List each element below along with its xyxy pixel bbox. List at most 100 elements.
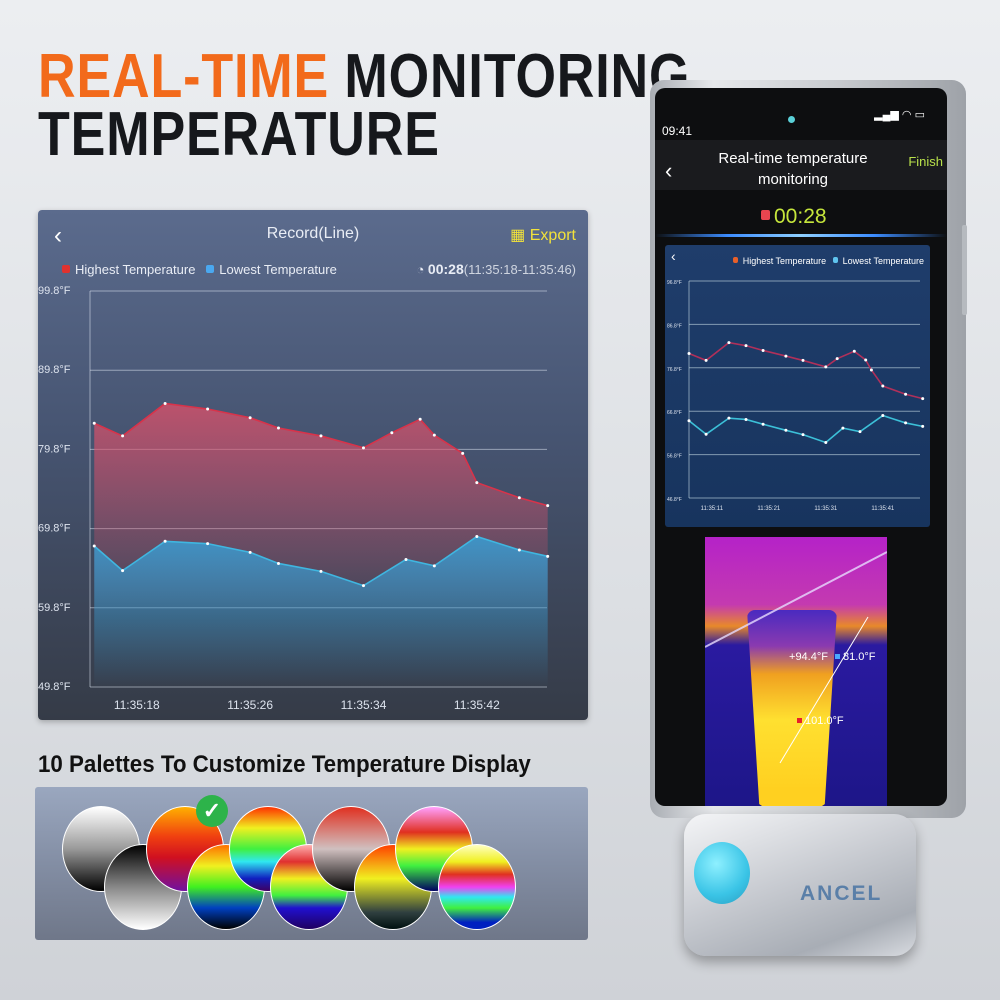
camera-lens [694, 842, 750, 904]
phone-side-button [962, 225, 967, 315]
phone-screen: 09:41 ▂▄▆ ◠ ▭ ‹ Real-time temperature mon… [655, 88, 947, 806]
headline-line2: TEMPERATURE [38, 100, 440, 169]
phone-legend-high-swatch [732, 257, 738, 263]
y-tick-label: 69.8°F [38, 523, 71, 535]
data-point [824, 440, 828, 444]
data-point [546, 554, 550, 558]
time-range: (11:35:18-11:35:46) [463, 262, 576, 277]
record-stop-icon[interactable] [761, 210, 770, 220]
record-line-chart: 99.8°F 89.8°F 79.8°F 69.8°F 59.8°F 49.8°F 11:3… [38, 285, 550, 712]
data-point [361, 584, 365, 588]
x-tick-label: 11:35:41 [871, 506, 895, 512]
data-point [841, 426, 845, 430]
phone-legend-low-swatch [832, 257, 838, 263]
data-point [517, 548, 521, 552]
glow-line [655, 234, 947, 237]
series-line-highest [688, 341, 923, 400]
data-point [904, 421, 908, 425]
data-point [761, 348, 765, 352]
center-temp-value: 94.4°F [795, 651, 828, 663]
data-point [248, 550, 252, 554]
data-point [121, 434, 125, 438]
x-tick-label: 11:35:11 [701, 506, 724, 512]
phone-chart-panel: ‹ Highest Temperature Lowest Temperature… [665, 245, 930, 527]
x-tick-label: 11:35:34 [341, 698, 387, 712]
palettes-heading: 10 Palettes To Customize Temperature Dis… [38, 751, 531, 778]
brand-logo: ANCEL [800, 882, 883, 905]
front-camera [788, 116, 795, 123]
data-point [921, 424, 925, 428]
data-point [163, 401, 167, 405]
phone-legend-high: Highest Temperature [742, 256, 827, 266]
data-point [206, 407, 210, 411]
data-point [163, 539, 167, 543]
battery-icon: ▭ [914, 109, 925, 121]
data-point [704, 432, 708, 436]
y-tick-label: 49.8°F [38, 681, 71, 693]
data-point [432, 433, 436, 437]
data-point [904, 392, 908, 396]
data-point [744, 344, 748, 348]
data-point [121, 569, 125, 573]
data-point [921, 397, 925, 401]
data-point [835, 357, 839, 361]
phone-line-chart: 96.8°F 86.8°F 76.8°F 66.8°F 56.8°F 46.8°F 11:3… [667, 280, 925, 512]
clock-icon: ◔ [416, 262, 425, 277]
record-chart-panel: ‹ Record(Line) ▦ Export Highest Temperat… [38, 210, 588, 720]
phone-chart-back-icon[interactable]: ‹ [671, 248, 676, 264]
finish-button[interactable]: Finish [908, 154, 943, 169]
x-tick-label: 11:35:42 [454, 698, 500, 712]
data-point [824, 365, 828, 369]
phone-timer: 00:28 [774, 205, 827, 228]
status-time: 09:41 [662, 124, 693, 138]
phone-back-icon[interactable]: ‹ [665, 158, 673, 183]
phone-title-line2: monitoring [757, 171, 829, 188]
series-line-lowest [688, 414, 923, 444]
chart-title: Record(Line) [266, 225, 360, 242]
data-point [858, 430, 862, 434]
data-point [744, 417, 748, 421]
data-point [248, 416, 252, 420]
data-point [432, 564, 436, 568]
data-point [881, 414, 885, 418]
data-point [687, 419, 691, 423]
center-temp: +94.4°F [789, 651, 828, 663]
thermal-image: +94.4°F 81.0°F 101.0°F [705, 537, 887, 806]
data-point [418, 417, 422, 421]
phone-legend: Highest Temperature Lowest Temperature [732, 256, 924, 266]
data-point [404, 557, 408, 561]
data-point [319, 569, 323, 573]
x-tick-label: 11:35:31 [814, 506, 838, 512]
series-area-1 [94, 536, 548, 687]
data-point [864, 358, 868, 362]
data-point [276, 561, 280, 565]
selected-check-icon: ✓ [196, 795, 228, 827]
headline-line1: REAL-TIME MONITORING [38, 46, 690, 108]
palette-option-10[interactable] [438, 844, 516, 930]
legend-high-swatch [62, 265, 70, 273]
y-tick-label: 89.8°F [38, 364, 71, 376]
data-point [881, 384, 885, 388]
legend: Highest Temperature Lowest Temperature [62, 262, 337, 277]
back-icon[interactable]: ‹ [54, 222, 62, 249]
y-tick-label: 86.8°F [667, 323, 682, 329]
low-temp: 81.0°F [843, 651, 876, 663]
data-point [761, 422, 765, 426]
data-point [727, 341, 731, 345]
data-point [801, 433, 805, 437]
duration-readout: ◔ 00:28(11:35:18-11:35:46) [416, 261, 576, 277]
data-point [727, 416, 731, 420]
data-point [687, 351, 691, 355]
y-tick-label: 66.8°F [667, 410, 682, 416]
data-point [475, 481, 479, 485]
thermal-cup [747, 610, 837, 806]
wifi-icon: ◠ [901, 109, 912, 121]
data-point [475, 535, 479, 539]
x-tick-label: 11:35:21 [757, 506, 781, 512]
high-temp: 101.0°F [805, 715, 844, 727]
palette-picker: ✓ [35, 787, 588, 940]
export-label: Export [529, 227, 576, 244]
export-button[interactable]: ▦ Export [510, 225, 576, 245]
phone-title: Real-time temperature monitoring [705, 148, 881, 190]
data-point [206, 542, 210, 546]
